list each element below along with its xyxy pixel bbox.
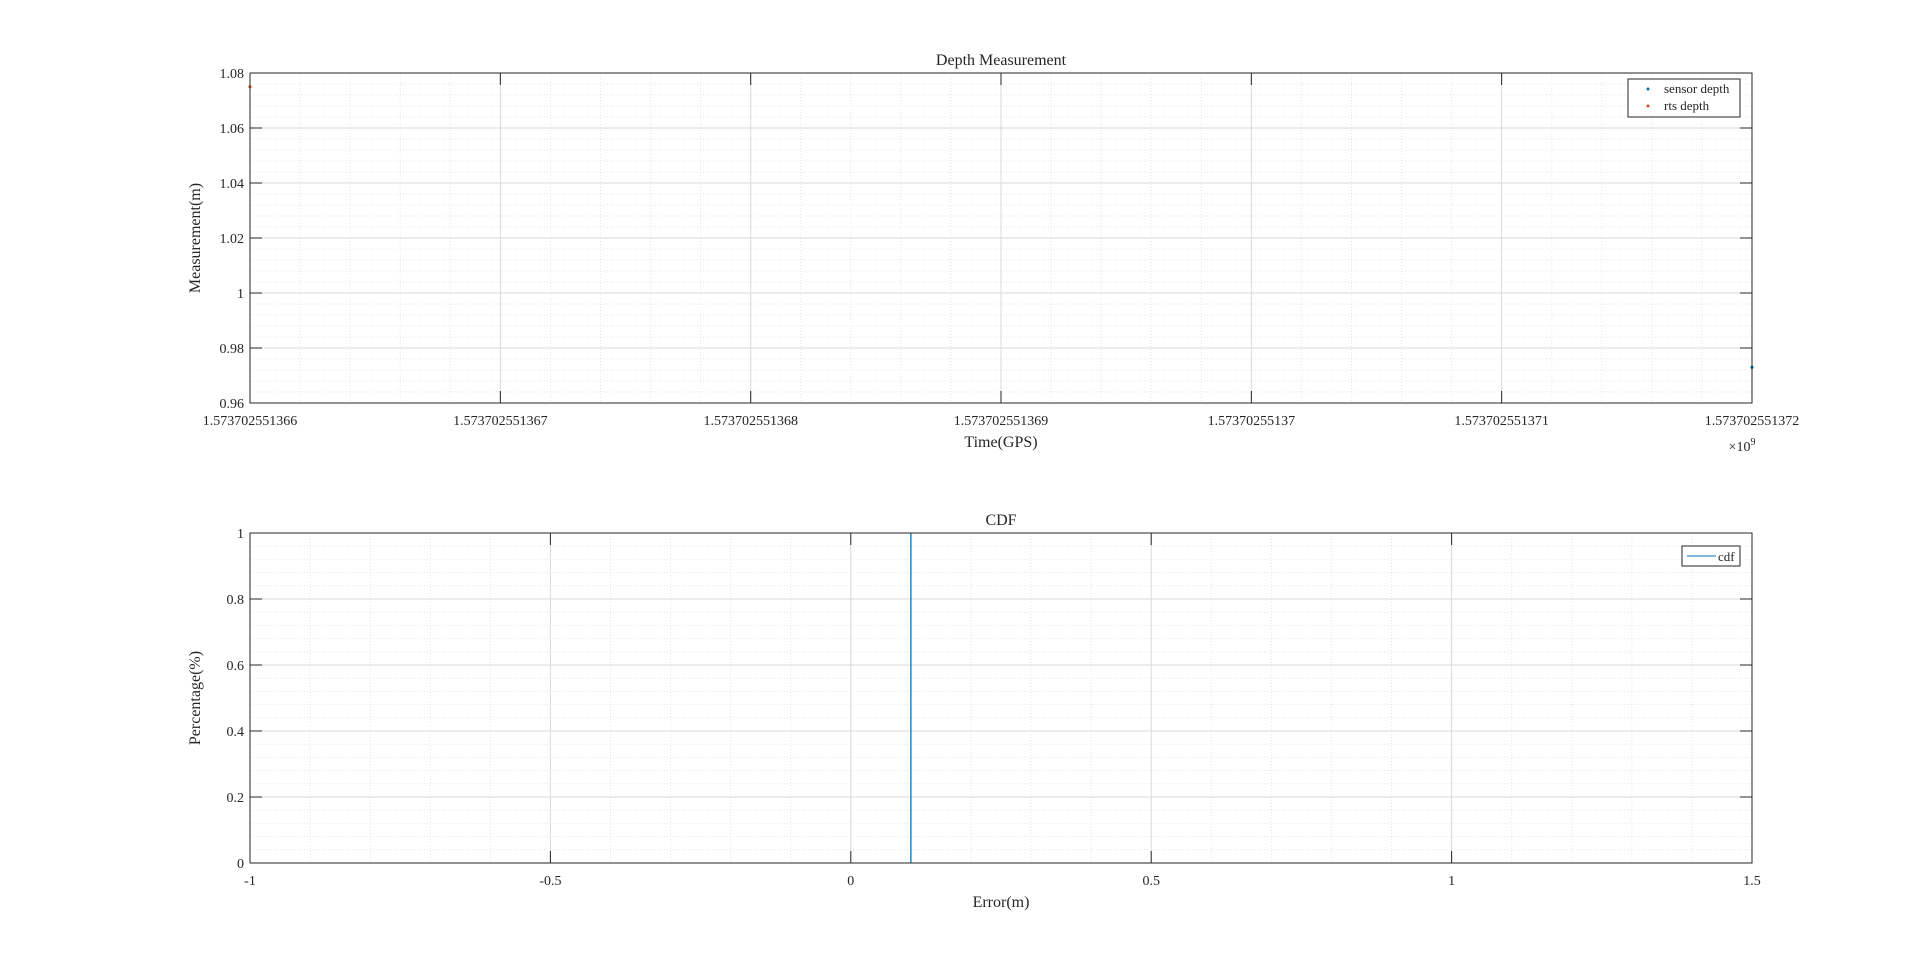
x-tick-label: 1.573702551371: [1454, 414, 1549, 429]
x-tick-label: 1: [1448, 874, 1455, 889]
depth-x-axis-label: Time(GPS): [964, 434, 1037, 451]
x-tick-label: -0.5: [539, 874, 561, 889]
depth-legend: sensor depth rts depth: [1627, 78, 1741, 118]
x-tick-label: 1.5: [1743, 874, 1761, 889]
y-tick-label: 0.8: [227, 593, 245, 608]
cdf-y-axis-label: Percentage(%): [187, 651, 204, 745]
x-tick-label: 0: [847, 874, 854, 889]
x-tick-label: 1.573702551366: [203, 414, 298, 429]
x-tick-label: 0.5: [1142, 874, 1160, 889]
legend-label-rts-depth: rts depth: [1664, 98, 1710, 113]
legend-marker-sensor-depth: [1646, 87, 1650, 91]
y-tick-label: 1.06: [220, 122, 245, 137]
legend-marker-rts-depth: [1646, 104, 1650, 108]
y-tick-label: 0.2: [227, 791, 245, 806]
y-tick-label: 1: [237, 527, 244, 542]
x-tick-label: 1.573702551367: [453, 414, 548, 429]
y-tick-label: 1.04: [220, 177, 245, 192]
y-tick-label: 0.98: [220, 342, 245, 357]
cdf-grid: [249, 532, 1753, 864]
depth-ticks: 1.573702551366 1.573702551367 1.5737025513…: [203, 67, 1800, 429]
cdf-axes: -1 -0.5 0 0.5 1 1.5 0 0.2 0.4 0.6 0.8 1 CDF Error(m…: [187, 512, 1761, 911]
y-tick-label: 0: [237, 857, 244, 872]
x-tick-label: 1.573702551372: [1705, 414, 1800, 429]
depth-x-exponent: ×109: [1729, 437, 1756, 455]
depth-grid: [249, 72, 1753, 404]
y-tick-label: 0.96: [220, 397, 245, 412]
cdf-ticks: -1 -0.5 0 0.5 1 1.5 0 0.2 0.4 0.6 0.8 1: [227, 527, 1761, 889]
cdf-axes-frame: [249, 532, 1753, 864]
cdf-legend: cdf: [1681, 545, 1741, 567]
y-tick-label: 0.6: [227, 659, 245, 674]
x-tick-label: 1.57370255137: [1208, 414, 1296, 429]
depth-y-axis-label: Measurement(m): [187, 183, 204, 293]
depth-legend-box: [1627, 78, 1741, 118]
x-tick-label: 1.573702551369: [954, 414, 1049, 429]
y-tick-label: 1: [237, 287, 244, 302]
cdf-x-axis-label: Error(m): [973, 894, 1030, 911]
depth-measurement-axes: 1.573702551366 1.573702551367 1.5737025513…: [187, 52, 1799, 455]
y-tick-label: 1.02: [220, 232, 245, 247]
y-tick-label: 0.4: [227, 725, 245, 740]
depth-chart-title: Depth Measurement: [936, 52, 1067, 69]
y-tick-label: 1.08: [220, 67, 245, 82]
x-tick-label: -1: [244, 874, 256, 889]
legend-label-cdf: cdf: [1718, 549, 1735, 564]
x-tick-label: 1.573702551368: [703, 414, 798, 429]
cdf-chart-title: CDF: [985, 512, 1016, 529]
legend-label-sensor-depth: sensor depth: [1664, 81, 1730, 96]
